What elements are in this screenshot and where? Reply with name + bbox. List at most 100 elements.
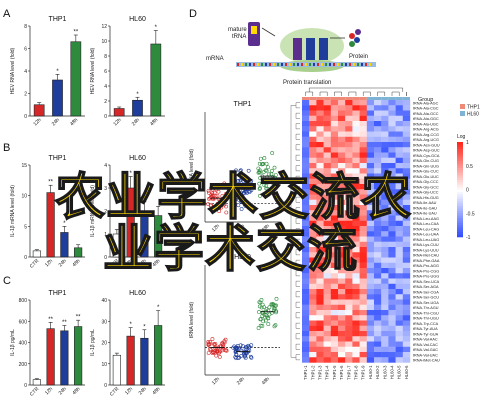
data-point <box>270 168 274 173</box>
data-point <box>270 175 275 180</box>
heatmap-cell <box>395 268 403 274</box>
mrna-codon <box>273 63 275 66</box>
row-label: tRNA-Ser-AGA <box>413 285 439 289</box>
data-point <box>224 191 228 196</box>
heatmap-cell <box>345 310 353 316</box>
mrna-codon <box>309 63 311 66</box>
heatmap-cell <box>352 220 360 227</box>
heatmap-cell <box>359 105 367 111</box>
x-tick-label: 12h <box>211 223 221 233</box>
heatmap-cell <box>345 289 353 295</box>
data-point <box>206 202 211 207</box>
heatmap-cell <box>359 147 367 153</box>
heatmap-cell <box>316 352 324 358</box>
dendrogram-branch <box>295 196 300 203</box>
heatmap-cell <box>302 121 310 127</box>
dendrogram-branch <box>295 112 300 119</box>
bar <box>60 330 69 386</box>
x-tick-label: CTR <box>29 258 41 270</box>
y-tick-label: 0 <box>24 114 27 120</box>
heatmap-cell <box>381 178 389 185</box>
row-label: tRNA-Leu-UAG <box>413 238 439 242</box>
data-point <box>249 179 254 183</box>
heatmap-cell <box>316 341 324 347</box>
scale-step <box>457 203 463 207</box>
dendrogram-branch <box>295 238 300 245</box>
data-point <box>212 342 216 346</box>
heatmap-cell <box>352 352 360 358</box>
data-point <box>265 175 270 180</box>
scale-step <box>457 151 463 155</box>
y-tick-label: 10 <box>101 362 107 368</box>
heatmap-cell <box>374 304 382 311</box>
heatmap-cell <box>330 289 339 295</box>
bar <box>46 192 55 258</box>
row-label: tRNA-Tyr-GUA <box>413 332 439 336</box>
significance-mark: * <box>157 305 160 311</box>
heatmap-cell <box>388 304 396 311</box>
bar <box>74 326 83 386</box>
heatmap-cell <box>330 352 339 358</box>
heatmap-cell <box>402 262 411 269</box>
heatmap-cell <box>345 352 353 358</box>
heatmap-cell <box>302 357 310 363</box>
dendrogram-branch <box>295 354 300 361</box>
heatmap-cell <box>374 105 382 111</box>
heatmap-cell <box>388 241 396 248</box>
data-point <box>211 350 216 355</box>
heatmap-cell <box>316 325 324 332</box>
heatmap-cell <box>395 357 403 363</box>
y-axis-label: HEV RNA level (fold) <box>10 47 16 94</box>
watermark-line-2: 业学术交流 <box>102 220 358 278</box>
heatmap-cell <box>309 147 317 153</box>
heatmap-cell <box>388 252 396 258</box>
heatmap-cell <box>366 142 375 148</box>
heatmap-cell <box>395 231 403 237</box>
heatmap-cell <box>352 331 360 337</box>
heatmap-cell <box>366 173 375 179</box>
column-label: THP1-4 <box>325 365 330 380</box>
legend-title: Group <box>418 97 433 103</box>
heatmap-cell <box>395 189 403 195</box>
data-point <box>238 169 243 174</box>
data-point <box>239 207 244 211</box>
y-tick-label: 20 <box>101 341 107 347</box>
heatmap-cell <box>352 346 360 353</box>
scale-step <box>457 220 463 224</box>
heatmap-cell <box>352 231 360 237</box>
heatmap-cell <box>395 157 403 164</box>
y-tick-label: 0 <box>104 255 107 261</box>
heatmap-cell <box>338 189 346 195</box>
bar-chart: THP1 0 200 400 600 800 IL-1β pg/mL CTR ** 12h ** 24… <box>10 290 85 398</box>
heatmap-cell <box>366 215 375 221</box>
heatmap-cell <box>316 346 324 353</box>
data-point <box>258 323 263 328</box>
mrna-codon <box>325 63 327 66</box>
heatmap-cell <box>381 226 389 232</box>
row-label: tRNA-Ile-GAU <box>413 206 437 210</box>
y-tick-label: 15 <box>21 163 27 169</box>
heatmap-cell <box>381 268 389 274</box>
heatmap-cell <box>381 294 389 300</box>
scale-tick-label: 0 <box>466 188 469 194</box>
heatmap-cell <box>330 268 339 274</box>
heatmap-cell <box>381 289 389 295</box>
column-label: THP1-8 <box>354 365 359 380</box>
heatmap-cell <box>330 163 339 169</box>
data-point <box>232 190 237 195</box>
heatmap-cell <box>388 142 396 148</box>
heatmap-cell <box>395 352 403 358</box>
heatmap-cell <box>316 142 324 148</box>
legend-swatch <box>460 104 465 109</box>
heatmap-cell <box>309 168 317 174</box>
heatmap-cell <box>352 178 360 185</box>
heatmap-cell <box>395 100 403 106</box>
heatmap-cell <box>330 168 339 174</box>
mrna-codon <box>245 63 247 66</box>
heatmap-cell <box>330 126 339 132</box>
data-point <box>234 353 239 357</box>
heatmap-cell <box>302 199 310 206</box>
row-label: tRNA-Ala-GGC <box>413 117 439 121</box>
heatmap-cell <box>366 357 375 363</box>
